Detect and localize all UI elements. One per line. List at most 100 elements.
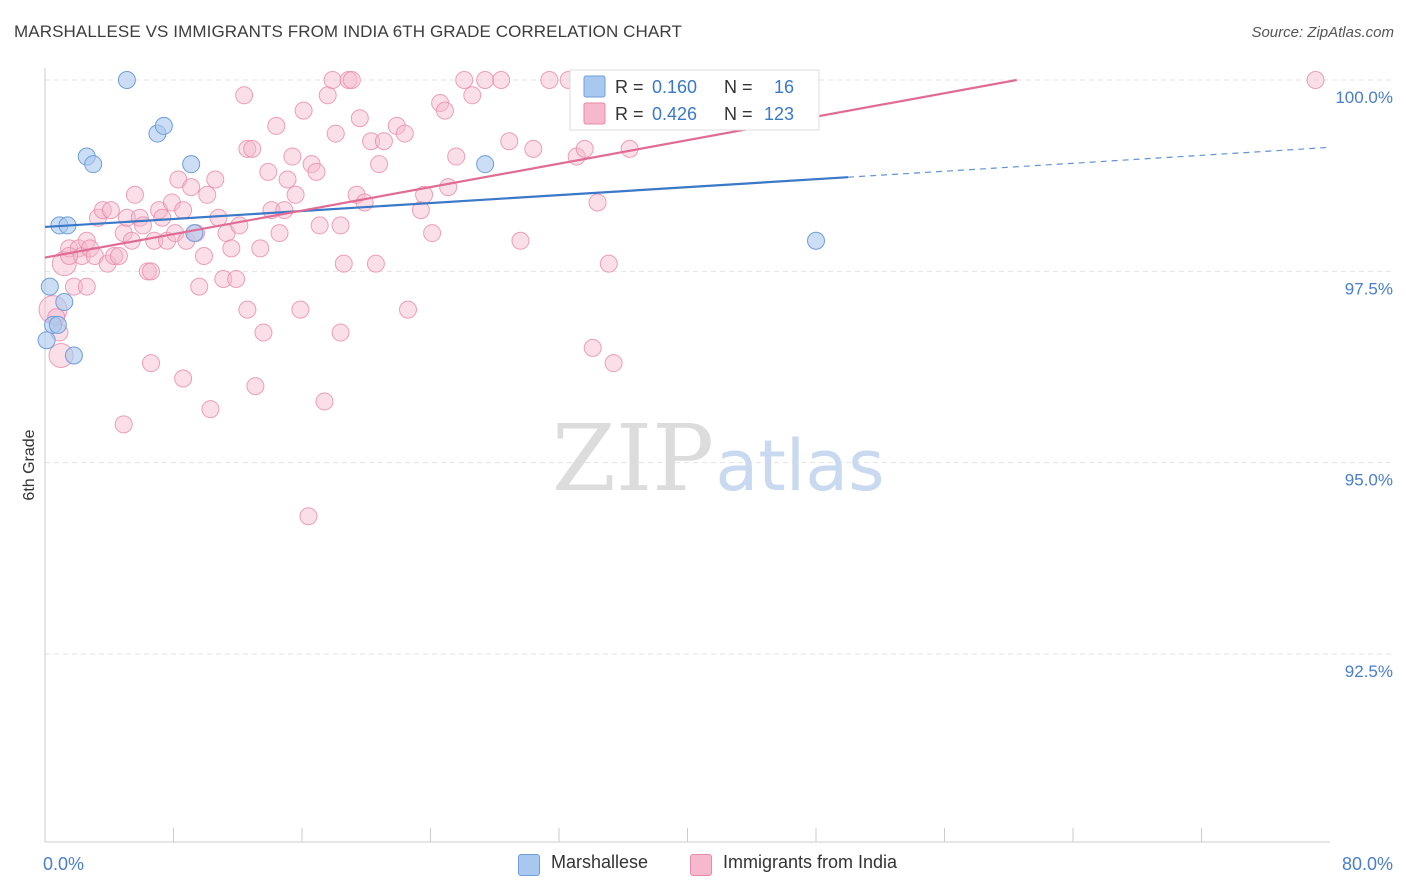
india-point-62 xyxy=(291,300,310,319)
india-point-71 xyxy=(326,124,345,143)
india-point-72 xyxy=(331,216,350,235)
y-tick-label-2: 97.5% xyxy=(1345,279,1393,298)
india-point-70 xyxy=(323,71,342,89)
marshallese-point-13 xyxy=(182,155,201,174)
india-point-33 xyxy=(174,201,193,220)
india-point-45 xyxy=(222,239,241,258)
india-point-3 xyxy=(51,251,77,277)
y-tick-labels: 92.5% 95.0% 97.5% 100.0% xyxy=(1335,88,1393,681)
india-point-61 xyxy=(286,185,305,204)
india-point-51 xyxy=(246,377,265,396)
india-point-81 xyxy=(370,155,389,174)
india-point-52 xyxy=(251,239,270,258)
x-tick-labels: 0.0% 80.0% xyxy=(43,854,1393,874)
chart-title: MARSHALLESE VS IMMIGRANTS FROM INDIA 6TH… xyxy=(14,22,682,41)
bottom-legend: Marshallese Immigrants from India xyxy=(0,850,1406,880)
india-point-35 xyxy=(182,178,201,197)
india-point-95 xyxy=(492,71,511,89)
india-point-6 xyxy=(64,277,83,296)
y-tick-label-3: 100.0% xyxy=(1335,88,1393,107)
india-point-115 xyxy=(1306,71,1325,89)
india-trend-line xyxy=(44,78,1017,259)
india-point-37 xyxy=(190,277,209,296)
india-point-25 xyxy=(142,262,161,281)
india-point-108 xyxy=(77,277,96,296)
india-point-113 xyxy=(583,338,602,357)
india-point-97 xyxy=(511,231,530,250)
watermark-atlas: atlas xyxy=(715,425,884,507)
watermark: ZIP atlas xyxy=(552,405,885,512)
india-point-57 xyxy=(270,224,289,243)
stats-legend-swatch-marshallese xyxy=(583,75,606,98)
india-point-104 xyxy=(604,354,623,373)
india-point-79 xyxy=(362,132,381,151)
stats-legend-frame xyxy=(569,69,820,131)
stats-r-label-2: R = xyxy=(615,104,644,124)
marshallese-trend-extension xyxy=(848,146,1331,178)
y-tick-label-0: 92.5% xyxy=(1345,662,1393,681)
india-point-88 xyxy=(423,224,442,243)
x-tick-label-max: 80.0% xyxy=(1342,854,1393,874)
india-point-85 xyxy=(399,300,418,319)
india-point-112 xyxy=(238,300,257,319)
india-point-53 xyxy=(254,323,273,342)
stats-r-value-1: 0.160 xyxy=(652,77,697,97)
india-point-17 xyxy=(109,247,128,266)
india-point-82 xyxy=(374,132,393,151)
india-point-64 xyxy=(299,507,318,526)
india-point-50 xyxy=(243,139,262,158)
india-point-106 xyxy=(60,247,79,266)
axes xyxy=(44,68,1330,843)
india-point-54 xyxy=(259,162,278,181)
india-point-73 xyxy=(334,254,353,273)
india-point-43 xyxy=(214,269,233,288)
stats-n-value-2: 123 xyxy=(764,104,794,124)
india-point-40 xyxy=(201,400,220,419)
india-point-59 xyxy=(278,170,297,189)
india-point-80 xyxy=(366,254,385,273)
india-point-94 xyxy=(476,71,495,89)
india-point-86 xyxy=(411,201,430,220)
marshallese-point-12 xyxy=(154,116,173,135)
india-point-90 xyxy=(435,101,454,120)
trend-lines xyxy=(44,78,1331,259)
india-point-92 xyxy=(447,147,466,166)
india-point-102 xyxy=(588,193,607,212)
legend-swatch-india xyxy=(690,854,712,876)
stats-r-value-2: 0.426 xyxy=(652,104,697,124)
india-point-16 xyxy=(105,247,124,266)
india-point-49 xyxy=(238,139,257,158)
marshallese-trend-line xyxy=(44,176,849,229)
india-point-56 xyxy=(267,116,286,135)
legend-label-marshallese: Marshallese xyxy=(551,852,649,872)
marshallese-point-0 xyxy=(37,331,56,350)
india-point-99 xyxy=(540,71,559,89)
india-point-75 xyxy=(342,71,361,89)
marshallese-point-4 xyxy=(55,292,74,311)
india-point-84 xyxy=(395,124,414,143)
india-point-46 xyxy=(227,269,246,288)
india-point-69 xyxy=(318,86,337,105)
india-point-68 xyxy=(315,392,334,411)
watermark-zip: ZIP xyxy=(552,405,714,512)
india-point-91 xyxy=(439,178,458,197)
india-point-96 xyxy=(500,132,519,151)
india-point-109 xyxy=(114,415,133,434)
india-point-111 xyxy=(174,369,193,388)
india-point-93 xyxy=(463,86,482,105)
india-point-60 xyxy=(283,147,302,166)
india-point-21 xyxy=(125,185,144,204)
india-point-77 xyxy=(350,109,369,128)
india-point-66 xyxy=(307,162,326,181)
india-point-38 xyxy=(195,247,214,266)
india-point-48 xyxy=(235,86,254,105)
marshallese-point-16 xyxy=(807,231,825,250)
india-point-58 xyxy=(275,201,294,220)
india-point-110 xyxy=(331,323,350,342)
x-tick-label-min: 0.0% xyxy=(43,854,84,874)
marshallese-point-2 xyxy=(48,315,67,334)
india-point-28 xyxy=(153,208,172,227)
stats-n-label-1: N = xyxy=(724,77,753,97)
stats-n-value-1: 16 xyxy=(774,77,794,97)
